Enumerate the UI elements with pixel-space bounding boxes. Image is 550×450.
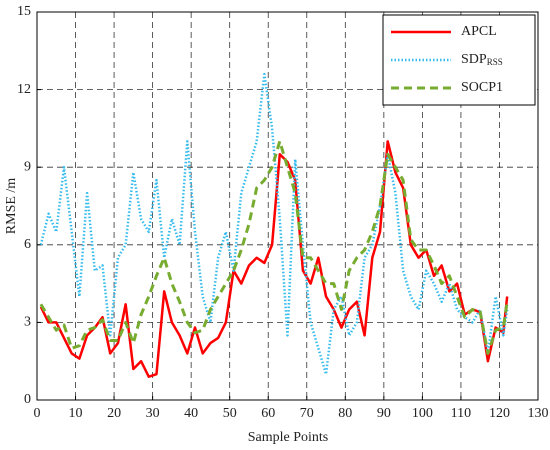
y-tick-label: 0 [24,392,31,407]
x-tick-label: 80 [338,406,352,421]
x-tick-label: 60 [261,406,275,421]
legend-label-main: SDP [461,52,487,67]
y-tick-label: 6 [24,237,31,252]
y-tick-label: 12 [17,82,31,97]
y-axis-label: RMSE /m [4,178,19,235]
series-line [39,72,509,376]
plot-frame [36,11,539,401]
x-tick-label: 20 [107,406,121,421]
legend-label: SOCP1 [461,80,503,95]
legend-label: APCL [461,24,497,39]
legend-label-subscript: RSS [487,57,503,67]
legend-box [382,14,536,106]
x-tick-label: 100 [412,406,433,421]
x-tick-label: 40 [184,406,198,421]
series-line [39,139,509,355]
x-tick-label: 50 [223,406,237,421]
x-tick-label: 10 [69,406,83,421]
y-tick-label: 3 [24,315,31,330]
legend-label-main: SOCP1 [461,80,503,95]
x-tick-label: 70 [300,406,314,421]
series-line [39,140,509,378]
legend-label-main: APCL [461,24,497,39]
y-tick-label: 15 [17,4,31,19]
x-tick-label: 30 [146,406,160,421]
x-tick-label: 90 [377,406,391,421]
x-tick-label: 130 [528,406,549,421]
y-tick-label: 9 [24,159,31,174]
x-tick-label: 0 [34,406,41,421]
x-tick-label: 120 [489,406,510,421]
x-axis-label: Sample Points [248,430,329,445]
x-tick-label: 110 [451,406,471,421]
legend-label: SDPRSS [461,52,503,67]
